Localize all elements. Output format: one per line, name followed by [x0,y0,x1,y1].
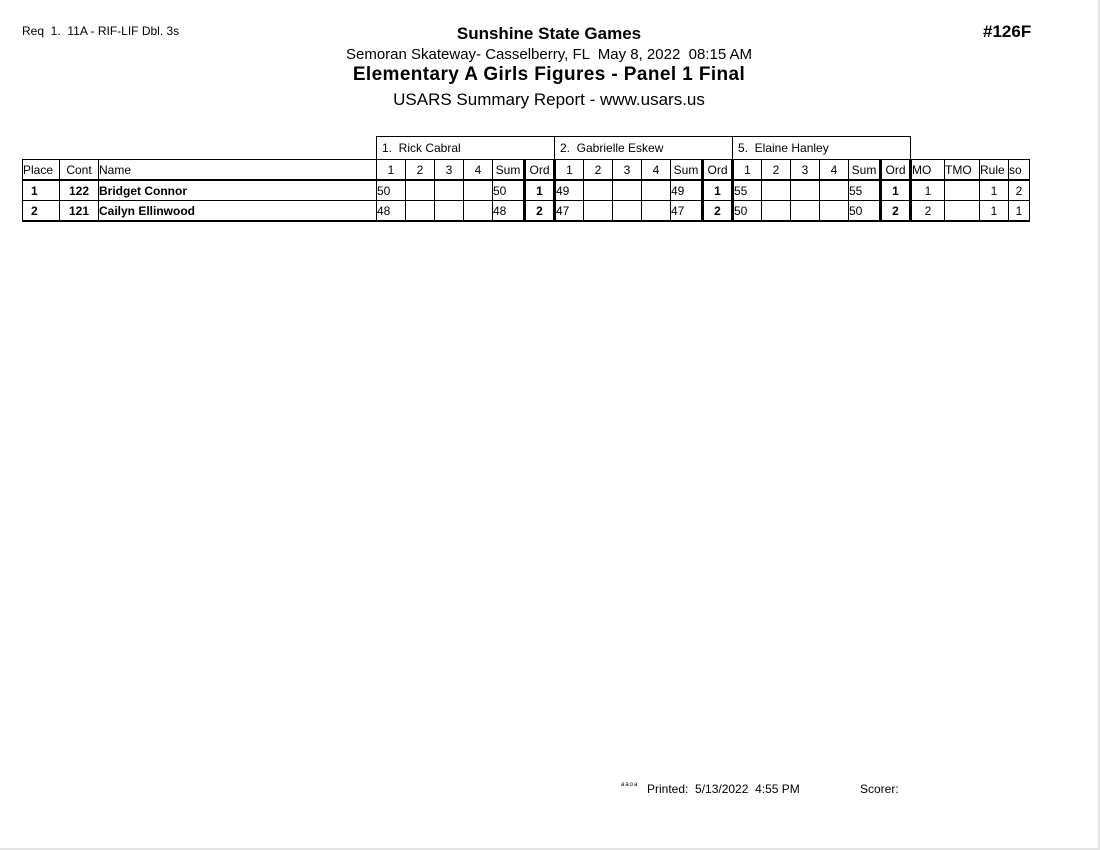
judge3-score3 [790,200,820,222]
cell-cont: 122 [59,179,99,201]
table-row: 2 121 Cailyn Ellinwood 48 48 2 47 47 2 5… [22,200,1030,222]
judge3-score2 [761,200,791,222]
header-name: Name [98,159,377,181]
cell-mo: 2 [910,200,945,222]
judge-3-header: 5. Elaine Hanley [732,136,911,160]
cell-mo: 1 [910,179,945,201]
cell-so: 2 [1008,179,1030,201]
judges-row-spacer-right [911,137,1030,160]
judge1-score4 [463,200,493,222]
judge3-ord: 2 [879,200,912,222]
header-judge2-score4: 4 [641,159,671,181]
header-judge2-score3: 3 [612,159,642,181]
cell-name: Bridget Connor [98,179,377,201]
judge1-sum: 50 [492,179,525,201]
header-judge3-sum: Sum [848,159,881,181]
cell-place: 1 [22,179,60,201]
cell-name: Cailyn Ellinwood [98,200,377,222]
cell-tmo [944,200,980,222]
judge2-score4 [641,200,671,222]
column-header-row: Place Cont Name 1 2 3 4 Sum Ord 1 2 3 4 … [22,159,1030,181]
event-title: Elementary A Girls Figures - Panel 1 Fin… [352,64,746,85]
judge2-ord: 1 [701,179,734,201]
judge1-score1: 48 [376,200,406,222]
venue-date-line: Semoran Skateway- Casselberry, FL May 8,… [345,46,753,63]
footer-code: aaoa [621,782,639,788]
judge3-score4 [819,179,849,201]
header-judge2-score1: 1 [554,159,584,181]
judge2-ord: 2 [701,200,734,222]
judge2-score3 [612,179,642,201]
judge2-score2 [583,179,613,201]
header-tmo: TMO [944,159,980,181]
judge3-score2 [761,179,791,201]
scorer-label: Scorer: [860,782,899,796]
header-judge1-score4: 4 [463,159,493,181]
judge1-score2 [405,179,435,201]
judge2-score4 [641,179,671,201]
judge3-score4 [819,200,849,222]
judge2-score2 [583,200,613,222]
judge3-score1: 55 [732,179,762,201]
header-judge2-score2: 2 [583,159,613,181]
judge1-sum: 48 [492,200,525,222]
header-judge3-score2: 2 [761,159,791,181]
judge3-sum: 55 [848,179,881,201]
judge2-score1: 47 [554,200,584,222]
header-judge3-ord: Ord [879,159,912,181]
judges-header-row: 1. Rick Cabral 2. Gabrielle Eskew 5. Ela… [23,136,1030,160]
header-judge1-sum: Sum [492,159,525,181]
header-mo: MO [910,159,945,181]
judge3-score1: 50 [732,200,762,222]
judge2-score3 [612,200,642,222]
judge1-score1: 50 [376,179,406,201]
header-so: so [1008,159,1030,181]
judge-2-header: 2. Gabrielle Eskew [554,136,733,160]
judge1-score2 [405,200,435,222]
report-title: USARS Summary Report - www.usars.us [393,90,705,109]
header-cont: Cont [59,159,99,181]
table-row: 1 122 Bridget Connor 50 50 1 49 49 1 55 … [22,179,1030,201]
header-rule: Rule [979,159,1009,181]
judge3-ord: 1 [879,179,912,201]
requirement-label: Req 1. 11A - RIF-LIF Dbl. 3s [22,24,180,38]
judge3-score3 [790,179,820,201]
header-judge3-score3: 3 [790,159,820,181]
judge-1-header: 1. Rick Cabral [376,136,555,160]
summary-table: 1. Rick Cabral 2. Gabrielle Eskew 5. Ela… [22,136,1030,222]
judge1-score3 [434,179,464,201]
cell-rule: 1 [979,200,1009,222]
cell-rule: 1 [979,179,1009,201]
judge1-score3 [434,200,464,222]
header-judge1-score2: 2 [405,159,435,181]
header-judge2-sum: Sum [670,159,703,181]
judge2-sum: 47 [670,200,703,222]
judge1-score4 [463,179,493,201]
header-judge1-score1: 1 [376,159,406,181]
judge2-sum: 49 [670,179,703,201]
cell-tmo [944,179,980,201]
header-judge3-score4: 4 [819,159,849,181]
cell-place: 2 [22,200,60,222]
judges-row-spacer-left [23,137,377,160]
event-number: #126F [983,22,1032,41]
header-place: Place [22,159,60,181]
cell-cont: 121 [59,200,99,222]
judge3-sum: 50 [848,200,881,222]
cell-so: 1 [1008,200,1030,222]
judge2-score1: 49 [554,179,584,201]
printed-timestamp: Printed: 5/13/2022 4:55 PM [647,782,800,796]
header-judge1-ord: Ord [523,159,556,181]
judge1-ord: 1 [523,179,556,201]
header-judge3-score1: 1 [732,159,762,181]
page-title: Sunshine State Games [456,24,642,43]
judge1-ord: 2 [523,200,556,222]
header-judge2-ord: Ord [701,159,734,181]
header-judge1-score3: 3 [434,159,464,181]
